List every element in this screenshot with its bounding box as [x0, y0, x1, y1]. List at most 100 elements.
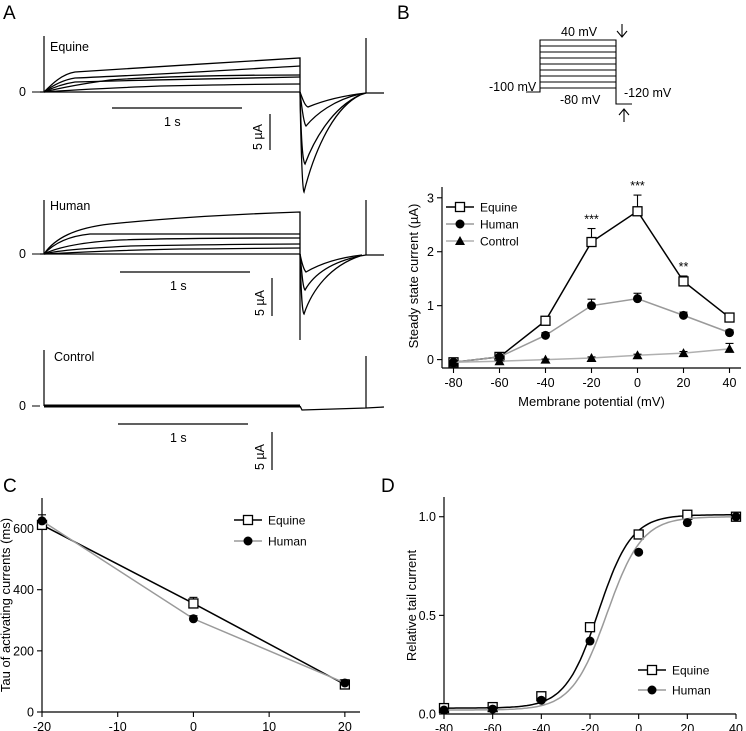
data-point	[678, 348, 689, 358]
data-point	[679, 310, 688, 320]
data-point	[540, 354, 551, 364]
panel-c-letter: C	[3, 476, 17, 497]
panel-c-chart: -20-10010200200400600Membrane potential …	[0, 498, 360, 731]
panel-b-letter: B	[397, 3, 410, 24]
data-point	[37, 516, 47, 526]
y-axis-label: Relative tail current	[404, 549, 419, 661]
x-tick-label: 20	[338, 720, 352, 731]
control-tail	[299, 405, 385, 411]
protocol-holding-label: -100 mV	[489, 80, 537, 94]
x-tick-label: 10	[262, 720, 276, 731]
legend-marker	[455, 219, 465, 229]
panel-d-letter: D	[381, 476, 395, 497]
equine-current-scale-label: 5 µA	[251, 123, 265, 150]
data-point	[724, 343, 735, 353]
up-arrow-icon	[618, 108, 630, 122]
data-point	[540, 315, 551, 326]
x-tick-label: 0	[635, 722, 642, 731]
down-arrow-icon	[616, 24, 628, 38]
human-sweep-4	[43, 243, 301, 255]
x-tick-label: -20	[582, 376, 600, 390]
legend-label: Human	[268, 535, 307, 549]
equine-tail-1	[299, 91, 367, 194]
x-tick-label: 20	[680, 722, 694, 731]
equine-trace-label: Equine	[50, 40, 89, 54]
y-tick-label: 3	[427, 191, 434, 205]
data-point	[340, 678, 350, 688]
data-point	[448, 357, 459, 367]
x-tick-label: -20	[33, 720, 51, 731]
data-point	[633, 529, 644, 540]
voltage-protocol-steps	[526, 39, 632, 105]
equine-trace: Equine 0 1 s 5 µA	[19, 36, 384, 194]
x-tick-label: 0	[190, 720, 197, 731]
protocol-outline	[526, 39, 632, 105]
data-point	[632, 350, 643, 360]
significance-marker: ***	[630, 179, 645, 193]
panel-a: A Equine 0 1 s 5	[3, 3, 385, 470]
y-tick-label: 1	[427, 299, 434, 313]
x-tick-label: -10	[109, 720, 127, 731]
data-point	[494, 356, 505, 366]
legend: Equine Human	[638, 664, 711, 698]
x-tick-label: -40	[532, 722, 550, 731]
equine-tail-2	[299, 91, 361, 166]
series-human	[439, 512, 741, 715]
fit-curve	[444, 516, 736, 711]
legend: Equine Human Control	[446, 201, 519, 249]
y-tick-label: 600	[13, 522, 34, 536]
legend-label: Equine	[672, 664, 710, 678]
legend: Equine Human	[234, 514, 307, 549]
legend-marker	[243, 536, 253, 546]
data-point	[541, 330, 550, 340]
x-tick-label: 20	[677, 376, 691, 390]
significance-marker: **	[679, 260, 689, 274]
series-equine	[438, 509, 742, 714]
protocol-top-label: 40 mV	[561, 25, 598, 39]
panel-b-chart: -80 -60 -40 -20 0 20 40 0 1 2 3 Membrane potential …	[406, 179, 741, 409]
x-tick-label: -40	[536, 376, 554, 390]
equine-current-sweeps	[40, 57, 384, 194]
y-tick-label: 2	[427, 245, 434, 259]
legend-label: Human	[480, 218, 519, 232]
data-point	[724, 312, 735, 323]
human-current-sweeps	[40, 211, 384, 316]
data-point	[188, 614, 198, 624]
equine-sweep-3	[43, 76, 301, 93]
protocol-bottom-label: -80 mV	[560, 93, 601, 107]
x-tick-label: -80	[444, 376, 462, 390]
data-point	[682, 518, 692, 528]
panel-a-letter: A	[3, 3, 16, 24]
human-trace: Human 0 1 s 5 µA	[19, 199, 384, 340]
human-sweep-2	[43, 233, 300, 255]
x-tick-label: -20	[581, 722, 599, 731]
human-tail-1	[299, 253, 367, 316]
data-point	[633, 294, 642, 304]
y-tick-label: 0	[27, 706, 34, 720]
x-tick-label: 40	[729, 722, 743, 731]
control-trace: Control 0 1 s 5 µA	[19, 350, 385, 470]
legend-marker	[647, 685, 657, 695]
data-point	[725, 328, 734, 338]
y-axis-label: Steady state current (µA)	[406, 204, 421, 349]
y-tick-label: 200	[13, 644, 34, 658]
human-trace-label: Human	[50, 199, 90, 213]
legend-marker	[646, 664, 658, 676]
equine-sweep-2	[43, 65, 301, 93]
legend-label: Equine	[480, 201, 518, 215]
data-point	[584, 622, 596, 633]
panel-b-protocol: B 40 mV -100 mV -80 mV -120 mV	[397, 3, 672, 122]
equine-sweep-1	[40, 57, 301, 93]
significance-marker: ***	[584, 213, 599, 227]
human-zero-label: 0	[19, 247, 26, 261]
human-tail-3	[299, 253, 363, 273]
y-axis-label: Tau of activating currents (ms)	[0, 518, 13, 692]
equine-tail-4	[299, 91, 367, 108]
x-tick-label: 0	[634, 376, 641, 390]
data-point	[632, 206, 643, 217]
y-tick-label: 400	[13, 583, 34, 597]
data-point	[536, 695, 546, 705]
series-control	[448, 342, 735, 367]
equine-time-scale-label: 1 s	[164, 115, 181, 129]
data-point	[731, 512, 741, 522]
